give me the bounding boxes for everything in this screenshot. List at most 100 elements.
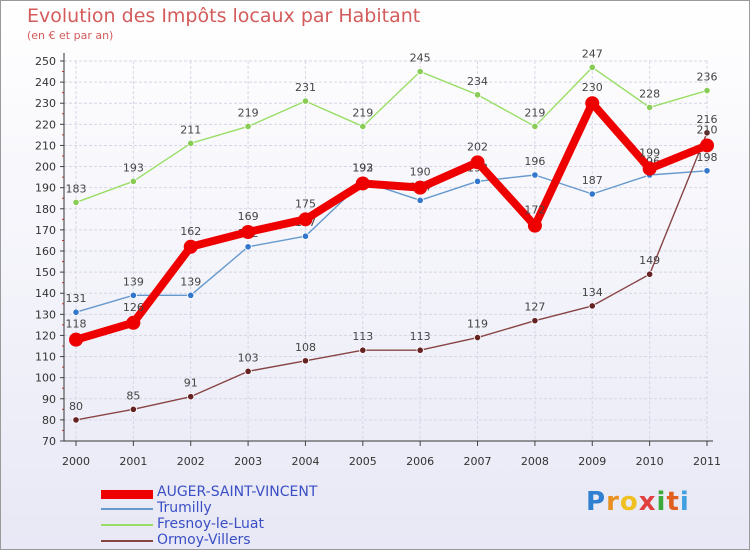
data-point-auger-saint-vincent [126,315,141,330]
data-point-ormoy-villers [531,317,539,325]
data-label-ormoy-villers: 127 [524,301,545,314]
legend-label-trumilly: Trumilly [157,500,212,516]
data-point-ormoy-villers [588,302,596,310]
data-label-trumilly: 139 [123,275,144,288]
data-point-auger-saint-vincent [355,176,370,191]
x-tick-label: 2011 [693,455,721,468]
data-point-fresnoy-le-luat [703,86,711,95]
data-point-fresnoy-le-luat [187,139,195,147]
data-label-fresnoy-le-luat: 231 [295,81,316,94]
legend-swatch-fresnoy [101,524,153,526]
data-point-ormoy-villers [703,129,711,137]
data-point-trumilly [187,291,195,299]
data-label-trumilly: 139 [180,275,201,288]
data-label-ormoy-villers: 108 [295,341,316,354]
data-point-ormoy-villers [129,405,137,413]
x-tick-label: 2008 [521,455,549,468]
data-label-trumilly: 131 [66,292,87,305]
x-tick-label: 2005 [349,455,377,468]
x-tick-label: 2006 [406,455,434,468]
data-point-auger-saint-vincent [183,239,198,254]
y-tick-label: 180 [35,203,56,216]
legend-swatch-ormoy [101,540,153,542]
data-label-auger-saint-vincent: 190 [410,166,431,179]
x-tick-label: 2003 [234,455,262,468]
data-point-auger-saint-vincent [298,212,313,227]
x-tick-label: 2000 [62,455,90,468]
series-line-auger-saint-vincent [72,99,711,344]
data-label-trumilly: 193 [352,161,373,174]
data-point-ormoy-villers [646,270,654,278]
data-label-auger-saint-vincent: 202 [467,140,488,153]
data-point-fresnoy-le-luat [129,177,137,185]
y-tick-label: 140 [35,287,56,300]
series-line-ormoy-villers [75,132,708,421]
data-point-ormoy-villers [244,367,252,375]
data-point-fresnoy-le-luat [72,198,80,207]
data-label-auger-saint-vincent: 118 [66,318,87,331]
data-point-fresnoy-le-luat [473,91,482,99]
x-tick-label: 2010 [636,455,664,468]
data-label-auger-saint-vincent: 169 [238,210,259,223]
data-point-trumilly [244,243,252,251]
y-tick-label: 240 [35,76,56,89]
data-point-trumilly [703,167,711,175]
y-tick-label: 80 [42,414,56,427]
data-label-ormoy-villers: 91 [184,377,198,390]
x-tick-label: 2009 [578,455,606,468]
data-label-ormoy-villers: 134 [582,286,603,299]
data-point-auger-saint-vincent [69,332,83,347]
data-point-trumilly [531,171,539,179]
series-line-fresnoy-le-luat [75,66,708,204]
data-point-fresnoy-le-luat [301,97,310,105]
data-point-trumilly [416,196,424,204]
data-point-auger-saint-vincent [413,180,428,195]
data-label-trumilly: 196 [524,155,545,168]
data-point-fresnoy-le-luat [244,122,252,131]
y-tick-label: 200 [35,161,56,174]
data-label-ormoy-villers: 149 [639,254,660,267]
data-point-ormoy-villers [72,416,80,424]
y-tick-label: 230 [35,97,56,110]
data-label-auger-saint-vincent: 199 [639,147,660,160]
data-point-ormoy-villers [473,333,482,342]
data-point-auger-saint-vincent [585,96,600,111]
x-tick-label: 2001 [119,455,147,468]
data-label-ormoy-villers: 113 [410,330,431,343]
x-tick-label: 2004 [291,455,319,468]
data-label-fresnoy-le-luat: 234 [467,75,488,88]
data-point-ormoy-villers [359,346,367,354]
data-point-trumilly [301,232,310,240]
data-label-auger-saint-vincent: 175 [295,197,316,210]
data-point-ormoy-villers [187,393,195,401]
y-tick-label: 170 [35,224,56,237]
y-tick-label: 100 [35,372,56,385]
data-point-ormoy-villers [416,346,424,354]
data-label-ormoy-villers: 103 [238,351,259,364]
y-tick-label: 210 [35,139,56,152]
data-point-auger-saint-vincent [527,218,542,233]
y-tick-label: 160 [35,245,56,258]
y-tick-label: 250 [35,55,56,68]
y-tick-label: 110 [35,351,56,364]
data-point-auger-saint-vincent [642,161,657,176]
legend-swatch-trumilly [101,508,153,510]
data-label-fresnoy-le-luat: 228 [639,87,660,100]
data-label-fresnoy-le-luat: 193 [123,161,144,174]
y-tick-label: 90 [42,393,56,406]
data-label-auger-saint-vincent: 126 [123,301,144,314]
data-label-trumilly: 187 [582,174,603,187]
data-point-auger-saint-vincent [470,155,485,170]
data-label-fresnoy-le-luat: 236 [697,71,718,84]
y-tick-label: 190 [35,182,56,195]
legend-label-ormoy: Ormoy-Villers [157,532,251,548]
data-point-trumilly [72,308,80,316]
series-line-trumilly [75,170,708,313]
legend-label-fresnoy: Fresnoy-le-Luat [157,516,264,532]
data-label-auger-saint-vincent: 162 [180,225,201,238]
data-label-auger-saint-vincent: 210 [697,123,718,136]
y-tick-label: 150 [35,266,56,279]
data-label-fresnoy-le-luat: 247 [582,47,603,60]
data-label-fresnoy-le-luat: 219 [238,106,259,119]
